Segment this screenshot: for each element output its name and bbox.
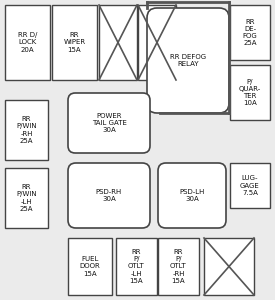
- FancyBboxPatch shape: [147, 8, 229, 113]
- Bar: [5, 5, 50, 80]
- Bar: [99, 5, 137, 80]
- Text: POWER
TAIL GATE
30A: POWER TAIL GATE 30A: [92, 113, 126, 133]
- Text: FUEL
DOOR
15A: FUEL DOOR 15A: [80, 256, 100, 277]
- Bar: [158, 238, 199, 295]
- Bar: [138, 5, 176, 80]
- Bar: [5, 100, 48, 160]
- Bar: [116, 238, 157, 295]
- FancyBboxPatch shape: [158, 163, 226, 228]
- Text: RR
P/
OTLT
-LH
15A: RR P/ OTLT -LH 15A: [128, 249, 145, 284]
- Bar: [52, 5, 97, 80]
- FancyBboxPatch shape: [68, 93, 150, 153]
- Text: RR
P/WIN
-RH
25A: RR P/WIN -RH 25A: [16, 116, 37, 144]
- FancyBboxPatch shape: [68, 163, 150, 228]
- Text: RR DEFOG
RELAY: RR DEFOG RELAY: [170, 54, 206, 67]
- Text: RR
P/WIN
-LH
25A: RR P/WIN -LH 25A: [16, 184, 37, 212]
- Text: LUG-
GAGE
7.5A: LUG- GAGE 7.5A: [240, 175, 260, 196]
- Bar: [230, 65, 270, 120]
- Bar: [230, 163, 270, 208]
- Text: P/
QUAR-
TER
10A: P/ QUAR- TER 10A: [239, 79, 261, 106]
- Bar: [5, 168, 48, 228]
- Text: RR
WIPER
15A: RR WIPER 15A: [64, 32, 86, 53]
- Bar: [204, 238, 254, 295]
- Bar: [230, 5, 270, 60]
- Text: PSD-LH
30A: PSD-LH 30A: [179, 189, 205, 202]
- Text: RR
P/
OTLT
-RH
15A: RR P/ OTLT -RH 15A: [170, 249, 187, 284]
- Text: RR
DE-
FOG
25A: RR DE- FOG 25A: [243, 19, 257, 46]
- Text: PSD-RH
30A: PSD-RH 30A: [96, 189, 122, 202]
- Bar: [68, 238, 112, 295]
- Text: RR D/
LOCK
20A: RR D/ LOCK 20A: [18, 32, 37, 53]
